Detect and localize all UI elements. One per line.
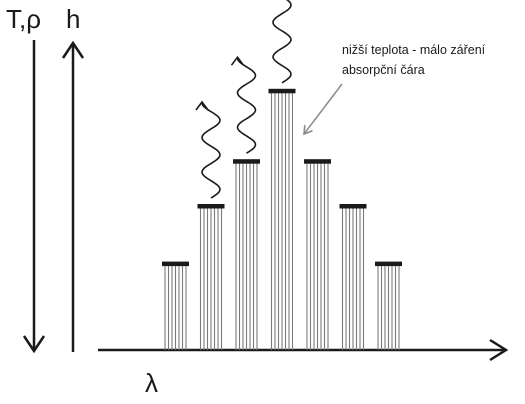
spectral-bar	[233, 159, 260, 350]
photon-wave	[272, 0, 292, 84]
bar-cap	[197, 204, 225, 209]
photon-wave	[230, 55, 257, 154]
height-label: h	[66, 4, 81, 34]
bar-cap	[375, 261, 402, 267]
bar-cap	[339, 204, 367, 209]
photon-arrowhead	[230, 55, 245, 66]
bar-cap	[268, 88, 296, 94]
temperature-density-label: T,ρ	[6, 4, 42, 34]
spectral-bar	[268, 88, 296, 350]
annotation-line-1: nižší teplota - málo záření	[342, 43, 486, 57]
spectral-bar	[197, 204, 225, 350]
wavelength-label: λ	[145, 368, 158, 398]
photon-arrowhead	[195, 100, 209, 111]
annotation-line-2: absorpční čára	[342, 63, 425, 77]
spectral-bar	[162, 261, 189, 350]
photon-wave	[195, 100, 221, 199]
bar-cap	[162, 261, 189, 267]
wavelength-axis	[98, 338, 509, 362]
temperature-density-arrow	[22, 40, 46, 354]
height-arrow	[61, 40, 85, 352]
spectral-bar	[375, 261, 402, 350]
spectral-bar	[304, 159, 331, 350]
annotation-pointer	[304, 83, 343, 134]
bar-cap	[304, 159, 331, 164]
spectral-bar	[339, 204, 367, 350]
bar-cap	[233, 159, 260, 164]
